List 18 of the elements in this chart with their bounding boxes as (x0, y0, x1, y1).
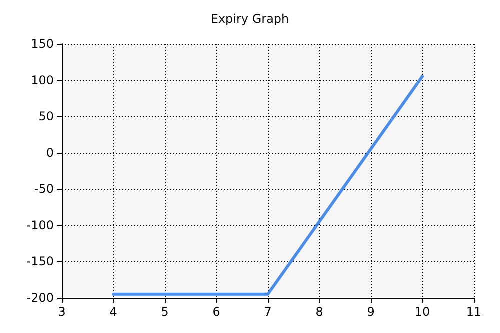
y-tick-label: 150 (31, 37, 54, 51)
y-tick-label: -150 (26, 254, 54, 269)
y-tick-label: -100 (26, 218, 54, 232)
y-tick-label: -50 (34, 182, 54, 196)
x-tick-label: 3 (58, 305, 66, 319)
chart-title: Expiry Graph (210, 12, 290, 26)
x-tick-label: 5 (161, 305, 169, 319)
y-tick-label: 0 (46, 146, 54, 160)
x-tick-label: 4 (110, 305, 118, 319)
x-tick-label: 9 (367, 305, 375, 319)
x-tick-label: 8 (316, 305, 324, 319)
y-tick-label: 100 (31, 73, 54, 88)
x-tick-label: 7 (264, 305, 272, 319)
x-tick-label: 10 (414, 305, 430, 319)
y-tick-label: 50 (38, 110, 54, 124)
x-tick-label: 6 (212, 305, 220, 319)
x-tick-label: 11 (466, 305, 482, 319)
y-tick-label: -200 (26, 291, 54, 305)
